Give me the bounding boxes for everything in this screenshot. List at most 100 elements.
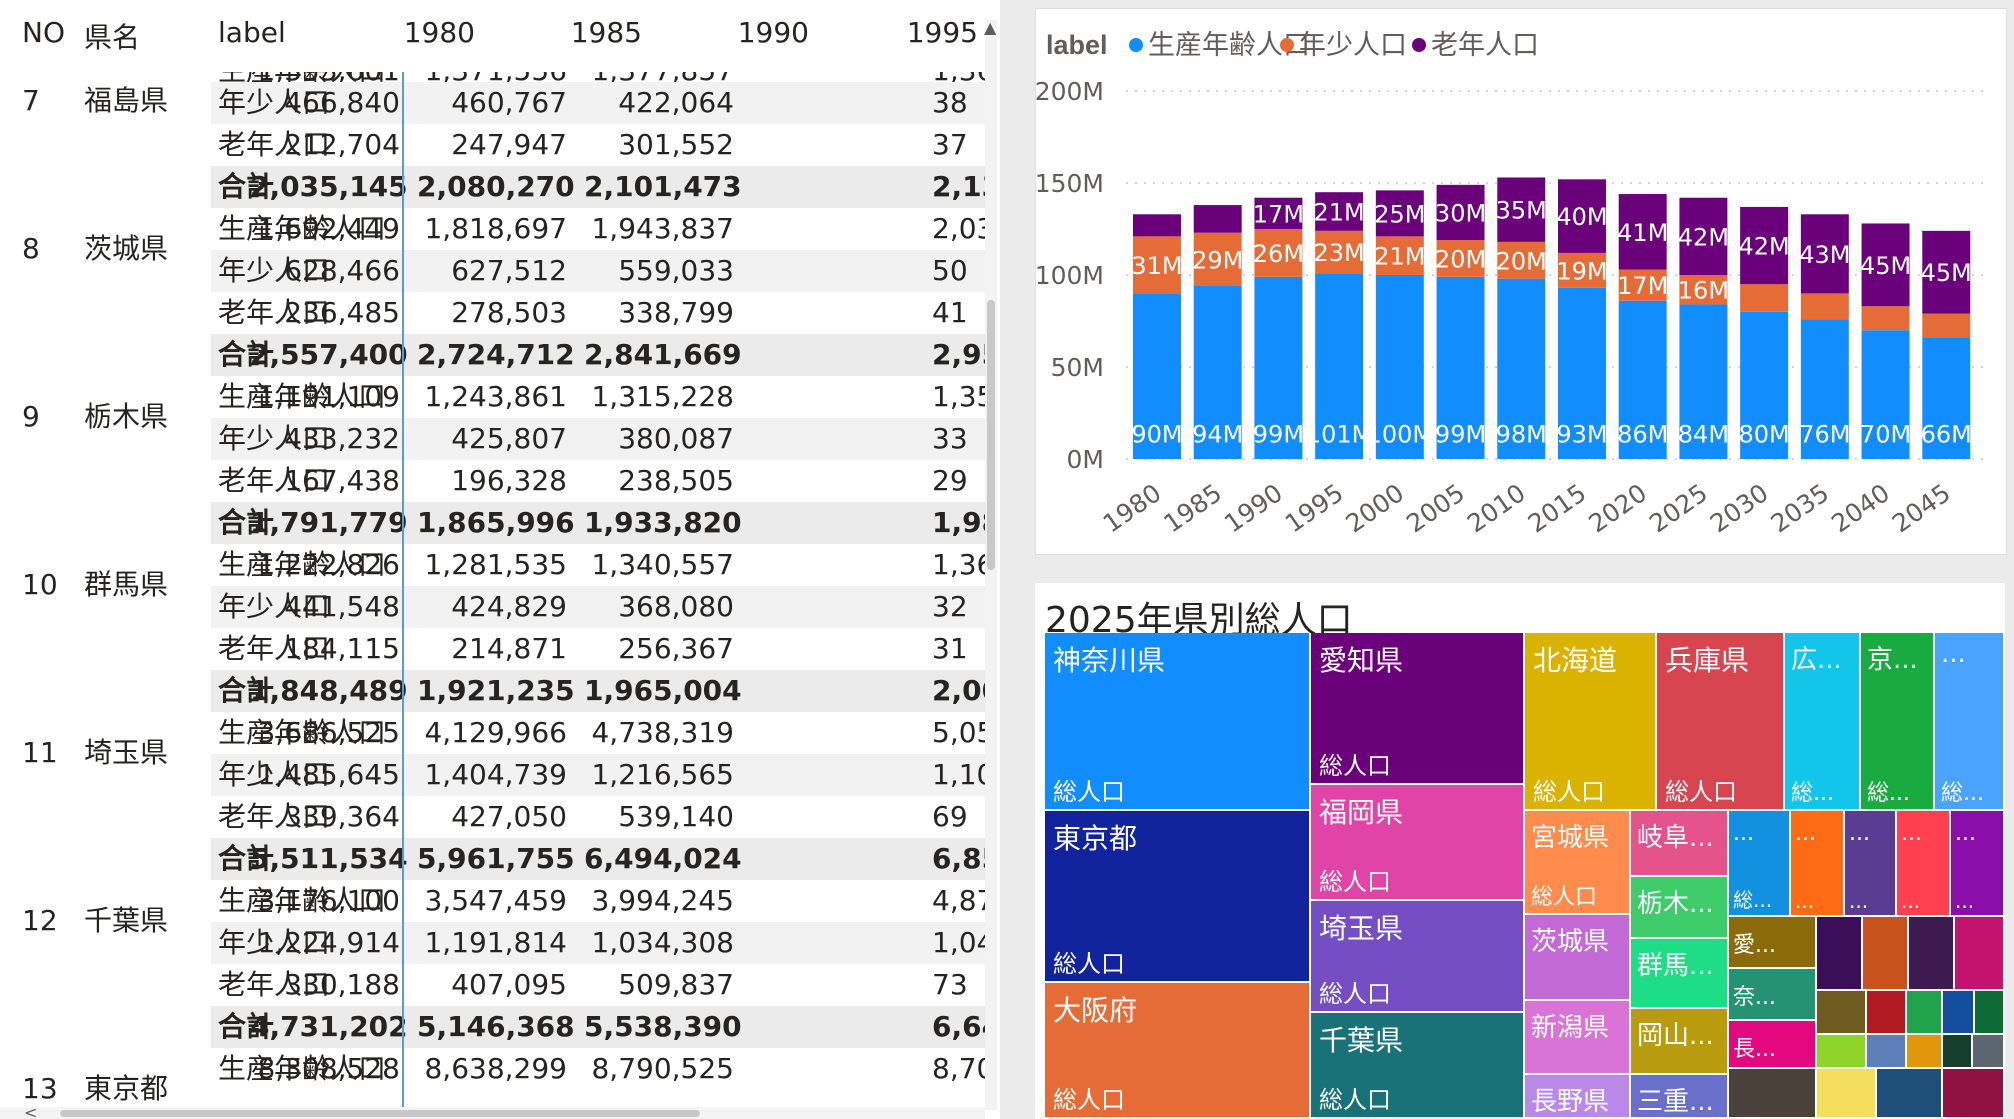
treemap-tile[interactable]: 広... 総...	[1785, 633, 1861, 811]
bar-segment[interactable]	[1497, 241, 1546, 279]
treemap-tile-small[interactable]	[1943, 1069, 2005, 1119]
bar-segment[interactable]	[1315, 230, 1364, 274]
bar-segment[interactable]	[1861, 306, 1910, 331]
bar-segment[interactable]	[1133, 293, 1181, 459]
treemap-tile-small[interactable]	[1863, 917, 1909, 991]
treemap-tile[interactable]: 新潟県	[1525, 1001, 1631, 1075]
bar-segment[interactable]	[1254, 197, 1303, 229]
header-1990[interactable]: 1990	[737, 16, 809, 49]
bar-segment[interactable]	[1679, 197, 1728, 275]
bar-segment[interactable]	[1922, 230, 1971, 314]
table-total-row[interactable]: 合計1,848,489 1,921,235 1,965,004 2,00	[0, 670, 985, 712]
header-label[interactable]: label	[218, 16, 286, 49]
treemap-tile-small[interactable]	[1817, 1035, 1867, 1069]
treemap-tile[interactable]: ......	[1951, 811, 2005, 917]
table-row[interactable]: 年少人口 628,466 627,512 559,033 50	[0, 250, 985, 292]
treemap-tile[interactable]: 埼玉県 総人口	[1311, 901, 1525, 1013]
treemap-tile[interactable]: 千葉県 総人口	[1311, 1013, 1525, 1119]
treemap-tile[interactable]: 大阪府 総人口	[1045, 983, 1311, 1119]
bar-segment[interactable]	[1315, 273, 1364, 459]
bar-segment[interactable]	[1618, 300, 1667, 459]
treemap-tile[interactable]: ......	[1845, 811, 1897, 917]
treemap-tile[interactable]: 愛知県 総人口	[1311, 633, 1525, 785]
treemap-tile[interactable]: 神奈川県 総人口	[1045, 633, 1311, 811]
bar-segment[interactable]	[1861, 330, 1910, 459]
treemap-tile-small[interactable]	[1817, 991, 1867, 1035]
bar-segment[interactable]	[1375, 236, 1424, 275]
treemap-tile[interactable]: 長野県	[1525, 1075, 1631, 1119]
treemap-tile-small[interactable]	[1973, 1035, 2005, 1069]
treemap-tile[interactable]: 愛...	[1729, 917, 1817, 969]
bar-segment[interactable]	[1497, 177, 1546, 242]
bar-segment[interactable]	[1740, 206, 1789, 285]
legend-marker-icon[interactable]	[1412, 38, 1426, 52]
bar-segment[interactable]	[1679, 275, 1728, 305]
table-row[interactable]: 年少人口 433,232 425,807 380,087 33	[0, 418, 985, 460]
treemap-tile-small[interactable]	[1943, 1035, 1973, 1069]
treemap-tile[interactable]: 兵庫県 総人口	[1657, 633, 1785, 811]
bar-segment[interactable]	[1193, 286, 1242, 459]
treemap-tile[interactable]: 京... 総...	[1861, 633, 1935, 811]
stacked-bar-chart[interactable]: label 生産年齢人口 年少人口 老年人口 0M 50M 100M 150M 200M 90M 3…	[1035, 8, 2007, 555]
header-1985[interactable]: 1985	[570, 16, 642, 49]
bar-segment[interactable]	[1558, 179, 1606, 253]
bar-segment[interactable]	[1193, 205, 1242, 233]
treemap-tile[interactable]: ... 総...	[1729, 811, 1791, 917]
bar-segment[interactable]	[1436, 276, 1485, 459]
treemap-tile-small[interactable]	[1955, 917, 2005, 991]
treemap-tile[interactable]: 三重...	[1631, 1075, 1729, 1119]
treemap-tile-small[interactable]	[1729, 1069, 1817, 1119]
bar-segment[interactable]	[1800, 214, 1849, 294]
treemap-tile[interactable]: ... 総...	[1935, 633, 2005, 811]
bar-segment[interactable]	[1558, 287, 1606, 459]
table-total-row[interactable]: 合計5,511,534 5,961,755 6,494,024 6,85	[0, 838, 985, 880]
vertical-scroll-thumb[interactable]	[987, 300, 995, 570]
table-row[interactable]: 老年人口 167,438 196,328 238,505 29	[0, 460, 985, 502]
bar-segment[interactable]	[1800, 293, 1849, 320]
treemap-tile[interactable]: ......	[1791, 811, 1845, 917]
treemap-tile[interactable]: 宮城県 総人口	[1525, 811, 1631, 915]
treemap-tile-small[interactable]	[1909, 917, 1955, 991]
table-row[interactable]: 老年人口 212,704 247,947 301,552 37	[0, 124, 985, 166]
bar-segment[interactable]	[1861, 223, 1910, 307]
treemap-tile[interactable]: 北海道 総人口	[1525, 633, 1657, 811]
treemap-tile[interactable]: 福岡県 総人口	[1311, 785, 1525, 901]
legend-label[interactable]: 年少人口	[1299, 30, 1407, 61]
treemap-tile-small[interactable]	[1877, 1069, 1943, 1119]
bar-segment[interactable]	[1740, 311, 1789, 459]
bar-segment[interactable]	[1800, 319, 1849, 459]
legend-label[interactable]: 老年人口	[1431, 30, 1539, 61]
bar-segment[interactable]	[1922, 337, 1971, 459]
bar-segment[interactable]	[1315, 192, 1364, 231]
treemap-tile[interactable]: ......	[1897, 811, 1951, 917]
table-total-row[interactable]: 合計1,791,779 1,865,996 1,933,820 1,98	[0, 502, 985, 544]
horizontal-scroll-thumb[interactable]	[60, 1110, 700, 1117]
bar-segment[interactable]	[1922, 313, 1971, 338]
table-row[interactable]: 老年人口 330,188 407,095 509,837 73	[0, 964, 985, 1006]
treemap-tile-small[interactable]	[1975, 991, 2005, 1035]
treemap-tile[interactable]: 岡山...	[1631, 1009, 1729, 1075]
treemap-tile-small[interactable]	[1817, 917, 1863, 991]
bar-segment[interactable]	[1436, 184, 1485, 241]
legend-marker-icon[interactable]	[1129, 38, 1143, 52]
bar-segment[interactable]	[1375, 190, 1424, 237]
bar-segment[interactable]	[1679, 304, 1728, 459]
treemap-tile[interactable]: 奈...	[1729, 969, 1817, 1021]
treemap-tile[interactable]: 長...	[1729, 1021, 1817, 1069]
bar-segment[interactable]	[1740, 284, 1789, 312]
treemap-tile-small[interactable]	[1907, 1035, 1943, 1069]
table-row[interactable]: 年少人口 441,548 424,829 368,080 32	[0, 586, 985, 628]
bar-segment[interactable]	[1497, 278, 1546, 459]
treemap-tile-small[interactable]	[1867, 991, 1907, 1035]
header-1980[interactable]: 1980	[403, 16, 475, 49]
table-row[interactable]: 老年人口 339,364 427,050 539,140 69	[0, 796, 985, 838]
table-total-row[interactable]: 合計2,035,145 2,080,270 2,101,473 2,13	[0, 166, 985, 208]
table-row[interactable]: 老年人口 236,485 278,503 338,799 41	[0, 292, 985, 334]
bar-segment[interactable]	[1254, 276, 1303, 459]
